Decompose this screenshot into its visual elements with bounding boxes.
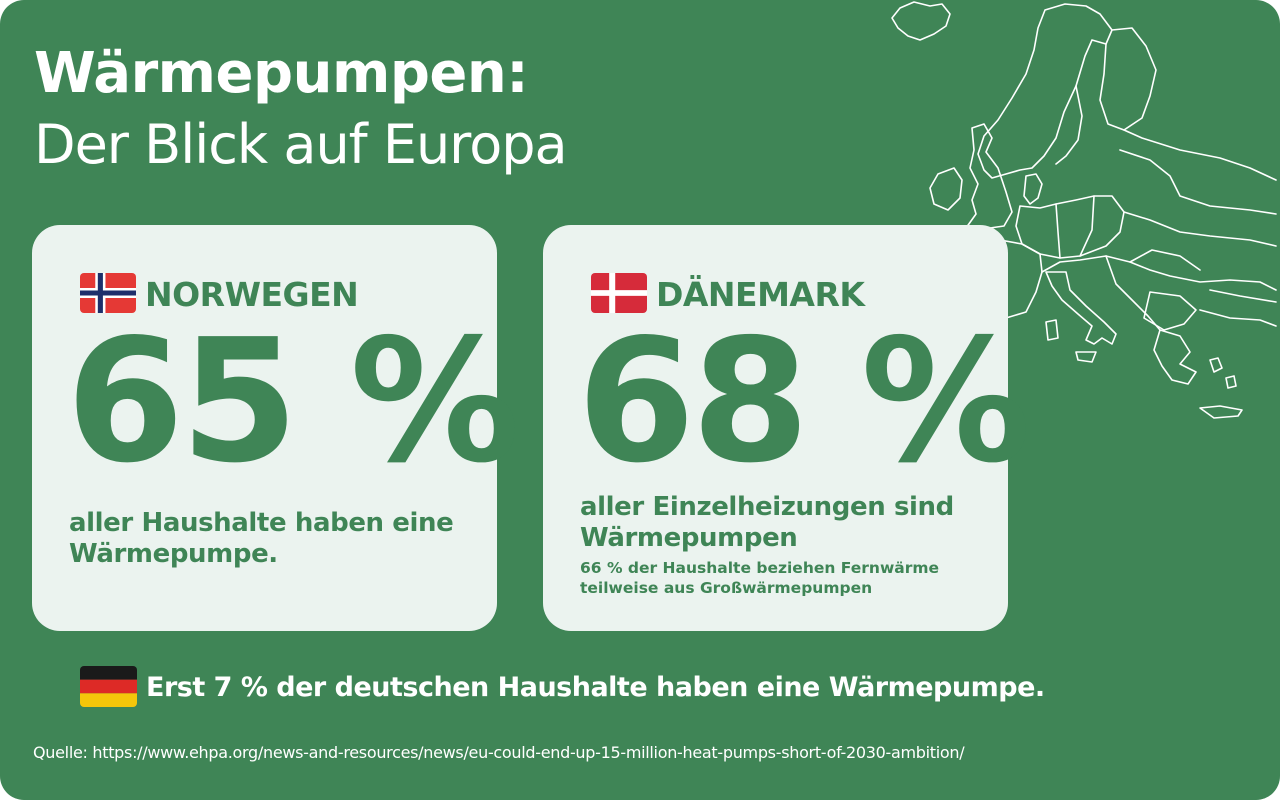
germany-statement: Erst 7 % der deutschen Haushalte haben e… [146, 672, 1045, 703]
page-subtitle: Der Blick auf Europa [34, 113, 568, 176]
germany-flag-icon [80, 666, 137, 707]
country-label: NORWEGEN [145, 275, 359, 314]
percentage-value: 65 % [66, 303, 520, 501]
page-title: Wärmepumpen: [34, 41, 529, 106]
stat-subtext: 66 % der Haushalte beziehen Fernwärme te… [580, 559, 940, 597]
denmark-card: DÄNEMARK 68 % aller Einzelheizungen sind… [543, 225, 1031, 631]
percentage-value: 68 % [577, 303, 1031, 501]
norway-card: NORWEGEN 65 % aller Haushalte haben eine… [32, 225, 520, 631]
denmark-flag-icon [591, 273, 647, 313]
stat-description: aller Haushalte haben eine Wärmepumpe. [69, 508, 454, 569]
stat-description: aller Einzelheizungen sind Wärmepumpen [580, 492, 954, 553]
norway-flag-icon [80, 273, 136, 313]
country-label: DÄNEMARK [656, 275, 865, 314]
source-citation: Quelle: https://www.ehpa.org/news-and-re… [33, 743, 965, 762]
